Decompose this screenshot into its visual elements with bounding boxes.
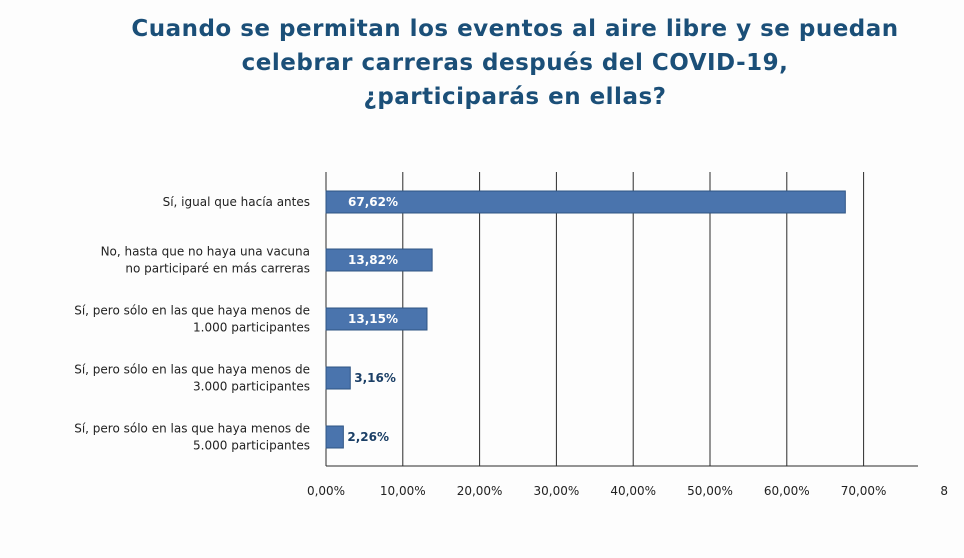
x-tick-label: 20,00% (457, 484, 503, 498)
x-tick-label: 0,00% (307, 484, 345, 498)
data-label: 13,15% (348, 312, 398, 326)
bar (325, 366, 351, 390)
data-label: 67,62% (348, 195, 398, 209)
bar (325, 307, 428, 331)
category-label: 3.000 participantes (193, 380, 310, 394)
data-label: 3,16% (354, 371, 396, 385)
chart-title-line-3: ¿participarás en ellas? (363, 84, 667, 110)
bar (325, 190, 846, 214)
data-label: 13,82% (348, 253, 398, 267)
bar (325, 425, 344, 449)
x-tick-label: 50,00% (687, 484, 733, 498)
category-label: Sí, pero sólo en las que haya menos de (74, 422, 310, 436)
x-tick-label: 60,00% (764, 484, 810, 498)
category-label: Sí, igual que hacía antes (163, 195, 310, 209)
x-tick-label: 30,00% (534, 484, 580, 498)
chart-title-line-1: Cuando se permitan los eventos al aire l… (131, 16, 899, 42)
bar (325, 248, 433, 272)
x-tick-label: 8 (940, 484, 948, 498)
x-tick-label: 10,00% (380, 484, 426, 498)
x-tick-label: 40,00% (610, 484, 656, 498)
x-tick-label: 70,00% (841, 484, 887, 498)
category-label: Sí, pero sólo en las que haya menos de (74, 363, 310, 377)
category-label: 5.000 participantes (193, 439, 310, 453)
category-label: 1.000 participantes (193, 321, 310, 335)
category-label: Sí, pero sólo en las que haya menos de (74, 304, 310, 318)
category-label: No, hasta que no haya una vacuna (101, 245, 310, 259)
chart-title-line-2: celebrar carreras después del COVID-19, (241, 50, 789, 76)
chart-title: Cuando se permitan los eventos al aire l… (70, 12, 960, 114)
data-label: 2,26% (347, 430, 389, 444)
category-label: no participaré en más carreras (125, 262, 310, 276)
